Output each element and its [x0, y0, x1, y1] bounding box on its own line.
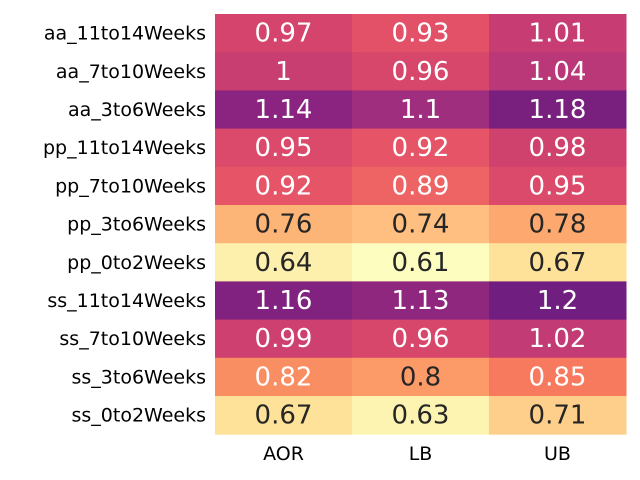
cell-value-label: 0.76 — [255, 210, 313, 240]
heatmap-cell-pp_7to10Weeks-LB — [352, 166, 490, 206]
heatmap-cell-aa_7to10Weeks-AOR — [215, 52, 353, 91]
heatmap-cell-ss_3to6Weeks-UB — [489, 357, 627, 397]
cell-value-label: 0.98 — [529, 133, 587, 163]
heatmap-cell-aa_11to14Weeks-UB — [489, 14, 627, 53]
column-labels: AOR LB UB — [263, 443, 571, 465]
heatmap-cell-pp_7to10Weeks-UB — [489, 166, 627, 206]
heatmap-cell-pp_0to2Weeks-UB — [489, 243, 627, 282]
heatmap-cell-pp_3to6Weeks-UB — [489, 205, 627, 244]
heatmap-cell-ss_7to10Weeks-LB — [352, 319, 490, 359]
heatmap-cell-pp_11to14Weeks-UB — [489, 128, 627, 168]
row-label-ss_3to6Weeks: ss_3to6Weeks — [71, 366, 206, 388]
cell-value-label: 0.99 — [255, 324, 313, 354]
column-label-UB: UB — [544, 443, 571, 465]
cell-value-label: 0.97 — [255, 19, 313, 49]
heatmap-cell-pp_7to10Weeks-AOR — [215, 166, 353, 206]
row-label-pp_7to10Weeks: pp_7to10Weeks — [55, 175, 206, 197]
cell-value-label: 0.96 — [392, 324, 450, 354]
heatmap-cell-pp_0to2Weeks-AOR — [215, 243, 353, 282]
cell-value-label: 0.71 — [529, 401, 587, 431]
cell-value-label: 1.02 — [529, 324, 587, 354]
cell-value-label: 0.93 — [392, 19, 450, 49]
row-label-ss_0to2Weeks: ss_0to2Weeks — [71, 405, 206, 427]
cell-value-label: 0.74 — [392, 210, 450, 240]
cell-value-label: 0.85 — [529, 362, 587, 392]
heatmap-cell-ss_3to6Weeks-LB — [352, 357, 490, 397]
cell-value-label: 0.92 — [392, 133, 450, 163]
heatmap-cell-ss_7to10Weeks-UB — [489, 319, 627, 359]
row-label-aa_7to10Weeks: aa_7to10Weeks — [56, 61, 206, 83]
heatmap-cell-ss_0to2Weeks-LB — [352, 396, 490, 435]
row-label-aa_3to6Weeks: aa_3to6Weeks — [68, 99, 206, 121]
heatmap-cell-pp_11to14Weeks-AOR — [215, 128, 353, 168]
row-label-pp_3to6Weeks: pp_3to6Weeks — [67, 214, 206, 236]
cell-value-label: 1.18 — [529, 95, 587, 125]
row-label-aa_11to14Weeks: aa_11to14Weeks — [44, 23, 206, 45]
row-label-pp_11to14Weeks: pp_11to14Weeks — [43, 137, 206, 159]
column-label-LB: LB — [409, 443, 433, 465]
cell-value-label: 1 — [275, 57, 292, 87]
heatmap-cell-aa_3to6Weeks-LB — [352, 90, 490, 130]
cell-value-label: 0.61 — [392, 248, 450, 278]
heatmap-cell-ss_11to14Weeks-LB — [352, 281, 490, 321]
cell-value-label: 0.92 — [255, 171, 313, 201]
cell-value-label: 1.01 — [529, 19, 587, 49]
cell-value-label: 0.78 — [529, 210, 587, 240]
cell-value-label: 0.67 — [529, 248, 587, 278]
cell-value-label: 1.1 — [400, 95, 441, 125]
heatmap-cell-pp_0to2Weeks-LB — [352, 243, 490, 282]
cell-value-label: 0.63 — [392, 401, 450, 431]
heatmap-cell-ss_11to14Weeks-UB — [489, 281, 627, 321]
heatmap-cell-aa_3to6Weeks-UB — [489, 90, 627, 130]
heatmap-cell-ss_0to2Weeks-UB — [489, 396, 627, 435]
cell-value-label: 0.64 — [255, 248, 313, 278]
heatmap-cell-ss_11to14Weeks-AOR — [215, 281, 353, 321]
row-label-ss_7to10Weeks: ss_7to10Weeks — [59, 328, 206, 350]
heatmap-cell-aa_3to6Weeks-AOR — [215, 90, 353, 130]
cell-value-label: 1.04 — [529, 57, 587, 87]
cell-value-label: 1.14 — [255, 95, 313, 125]
cell-value-label: 0.67 — [255, 401, 313, 431]
cell-value-label: 0.95 — [255, 133, 313, 163]
cell-value-label: 1.2 — [537, 286, 578, 316]
heatmap-cells: 0.97 0.93 1.01 1 0.96 1.04 1.14 1.1 1.18 0.95 0.92… — [215, 14, 627, 435]
row-labels: aa_11to14Weeks aa_7to10Weeks aa_3to6Weeksp… — [43, 23, 206, 427]
heatmap-cell-aa_7to10Weeks-UB — [489, 52, 627, 91]
heatmap-cell-aa_11to14Weeks-AOR — [215, 14, 353, 53]
cell-value-label: 0.82 — [255, 362, 313, 392]
row-label-ss_11to14Weeks: ss_11to14Weeks — [47, 290, 206, 312]
cell-value-label: 1.13 — [392, 286, 450, 316]
heatmap-cell-pp_11to14Weeks-LB — [352, 128, 490, 168]
heatmap-cell-ss_7to10Weeks-AOR — [215, 319, 353, 359]
cell-value-label: 0.96 — [392, 57, 450, 87]
heatmap-cell-pp_3to6Weeks-AOR — [215, 205, 353, 244]
cell-value-label: 0.95 — [529, 171, 587, 201]
cell-value-label: 0.89 — [392, 171, 450, 201]
heatmap-cell-ss_3to6Weeks-AOR — [215, 357, 353, 397]
heatmap-cell-aa_11to14Weeks-LB — [352, 14, 490, 53]
heatmap-cell-aa_7to10Weeks-LB — [352, 52, 490, 91]
row-label-pp_0to2Weeks: pp_0to2Weeks — [67, 252, 206, 274]
heatmap-cell-pp_3to6Weeks-LB — [352, 205, 490, 244]
column-label-AOR: AOR — [263, 443, 304, 465]
cell-value-label: 1.16 — [255, 286, 313, 316]
cell-value-label: 0.8 — [400, 362, 441, 392]
heatmap-cell-ss_0to2Weeks-AOR — [215, 396, 353, 435]
